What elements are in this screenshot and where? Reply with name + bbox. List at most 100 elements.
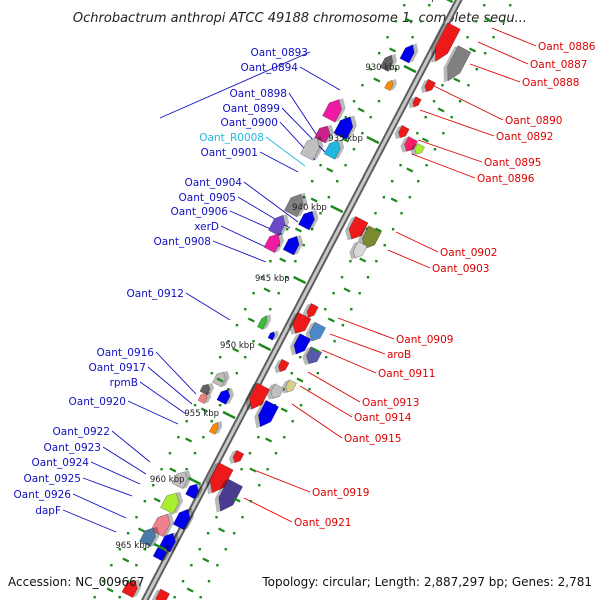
left-gene-label[interactable]: Oant_0924	[32, 457, 90, 469]
left-gene-label[interactable]: Oant_0925	[24, 473, 81, 485]
kbp-tick-mark	[293, 275, 307, 285]
track-dot	[198, 548, 201, 551]
left-gene-label[interactable]: Oant_R0008	[199, 132, 264, 144]
forward-gene-0[interactable]	[379, 50, 399, 72]
reverse-gene-9[interactable]	[347, 240, 368, 263]
reverse-gene-16[interactable]	[280, 378, 297, 396]
right-gene-label[interactable]: Oant_0890	[505, 115, 562, 127]
forward-gene-23[interactable]	[172, 504, 197, 531]
reverse-gene-7[interactable]	[341, 215, 369, 245]
left-gene-label[interactable]: Oant_0898	[230, 88, 287, 100]
left-gene-label[interactable]: Oant_0900	[221, 117, 278, 129]
reverse-gene-1[interactable]	[438, 44, 472, 86]
left-gene-label[interactable]: Oant_0906	[171, 206, 229, 218]
right-gene-label[interactable]: Oant_0895	[484, 157, 541, 169]
right-gene-label[interactable]: Oant_0915	[344, 433, 401, 445]
left-gene-label[interactable]: Oant_0912	[127, 288, 184, 300]
track-dot	[474, 20, 478, 23]
reverse-gene-17[interactable]	[264, 382, 285, 403]
left-gene-label[interactable]: Oant_0893	[251, 47, 308, 59]
forward-gene-20[interactable]	[171, 466, 194, 490]
forward-gene-19[interactable]	[208, 418, 224, 435]
reverse-gene-18[interactable]	[241, 382, 271, 416]
forward-gene-12[interactable]	[282, 231, 306, 257]
gene-arrow-shade	[205, 462, 219, 495]
left-gene-label[interactable]: Oant_0922	[53, 426, 110, 438]
left-gene-label[interactable]: Oant_0920	[69, 396, 126, 408]
right-gene-label[interactable]: Oant_0911	[378, 368, 435, 380]
forward-gene-18[interactable]	[197, 389, 213, 405]
reverse-gene-20[interactable]	[227, 449, 245, 467]
right-gene-label[interactable]: Oant_0921	[294, 517, 351, 529]
left-gene-label[interactable]: Oant_0904	[185, 177, 243, 189]
right-gene-label[interactable]: Oant_0914	[354, 412, 412, 424]
forward-gene-7[interactable]	[323, 135, 347, 161]
reverse-gene-6[interactable]	[409, 142, 425, 159]
left-gene-label[interactable]: rpmB	[110, 377, 138, 389]
forward-gene-2[interactable]	[384, 76, 399, 92]
right-label-leader	[337, 317, 395, 340]
reverse-gene-4[interactable]	[393, 124, 410, 142]
left-gene-label[interactable]: Oant_0923	[44, 442, 101, 454]
forward-gene-15[interactable]	[212, 367, 232, 388]
left-gene-label[interactable]: Oant_0905	[179, 192, 236, 204]
right-gene-label[interactable]: Oant_0913	[362, 397, 419, 409]
left-gene-label[interactable]: Oant_0917	[89, 362, 146, 374]
left-gene-label[interactable]: Oant_0894	[241, 62, 299, 74]
right-label-leader	[469, 63, 521, 83]
left-gene-label[interactable]: Oant_0916	[97, 347, 155, 359]
left-gene-label[interactable]: Oant_0926	[14, 489, 72, 501]
gene-arrow-shade	[204, 391, 212, 404]
right-gene-label[interactable]: Oant_0909	[396, 334, 453, 346]
right-gene-label[interactable]: Oant_0896	[477, 173, 535, 185]
forward-gene-9[interactable]	[298, 206, 321, 232]
forward-gene-17[interactable]	[199, 380, 216, 397]
forward-gene-3[interactable]	[322, 94, 350, 124]
forward-gene-24[interactable]	[150, 508, 178, 538]
right-gene-label[interactable]: Oant_0888	[522, 77, 579, 89]
reverse-gene-15[interactable]	[272, 358, 290, 376]
reverse-gene-22[interactable]	[210, 478, 243, 518]
reverse-gene-0[interactable]	[425, 21, 461, 67]
forward-gene-6[interactable]	[300, 132, 327, 162]
right-gene-label[interactable]: Oant_0903	[432, 263, 489, 275]
right-gene-label[interactable]: Oant_0887	[530, 59, 587, 71]
reverse-gene-23[interactable]	[149, 588, 171, 600]
left-gene-label[interactable]: Oant_0908	[154, 236, 211, 248]
forward-gene-28[interactable]	[121, 575, 144, 599]
reverse-gene-2[interactable]	[419, 78, 436, 96]
right-gene-label[interactable]: Oant_0919	[312, 487, 369, 499]
right-gene-label[interactable]: aroB	[387, 349, 411, 361]
gene-arrow-body	[353, 241, 368, 259]
reverse-gene-10[interactable]	[301, 302, 319, 322]
forward-gene-16[interactable]	[216, 385, 236, 406]
gene-arrow-body	[249, 382, 271, 410]
forward-gene-14[interactable]	[267, 328, 280, 341]
reverse-gene-5[interactable]	[398, 135, 418, 156]
reverse-gene-13[interactable]	[287, 332, 312, 359]
forward-gene-22[interactable]	[160, 487, 187, 515]
reverse-gene-3[interactable]	[407, 95, 422, 111]
forward-gene-26[interactable]	[139, 523, 163, 549]
forward-gene-8[interactable]	[283, 188, 311, 218]
reverse-gene-12[interactable]	[303, 321, 327, 347]
left-gene-label[interactable]: Oant_0901	[201, 147, 258, 159]
left-gene-label[interactable]: Oant_0899	[223, 103, 280, 115]
ring-tick	[294, 227, 302, 233]
reverse-gene-19[interactable]	[250, 399, 279, 433]
forward-gene-21[interactable]	[185, 479, 205, 500]
right-gene-label[interactable]: Oant_0892	[496, 131, 553, 143]
right-gene-label[interactable]: Oant_0886	[538, 41, 596, 53]
left-gene-label[interactable]: dapF	[35, 505, 61, 517]
track-dot	[243, 356, 247, 359]
left-label-leader	[72, 493, 127, 519]
left-gene-label[interactable]: xerD	[194, 221, 219, 233]
forward-gene-13[interactable]	[256, 312, 273, 331]
forward-gene-10[interactable]	[267, 210, 292, 237]
forward-gene-1[interactable]	[399, 40, 421, 65]
forward-gene-5[interactable]	[314, 121, 337, 145]
reverse-gene-11[interactable]	[285, 311, 312, 339]
left-label-leader	[82, 477, 133, 497]
right-gene-label[interactable]: Oant_0902	[440, 247, 497, 259]
forward-gene-11[interactable]	[263, 229, 287, 255]
